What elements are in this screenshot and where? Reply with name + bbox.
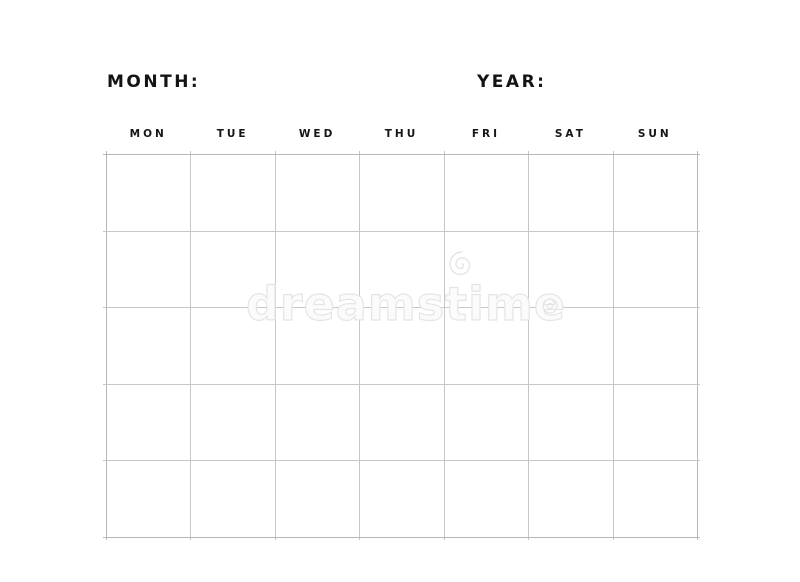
calendar-cell <box>359 154 443 231</box>
calendar-grid <box>106 154 697 537</box>
calendar-cell <box>359 384 443 461</box>
grid-vline <box>190 151 192 540</box>
calendar-cell <box>275 384 359 461</box>
calendar-cell <box>444 384 528 461</box>
calendar-cell <box>613 460 697 537</box>
calendar-cell <box>613 307 697 384</box>
grid-vline <box>443 151 445 540</box>
day-header-row: MON TUE WED THU FRI SAT SUN <box>106 128 697 146</box>
grid-vline <box>528 151 530 540</box>
year-label: YEAR: <box>477 72 547 92</box>
grid-hline <box>103 460 700 462</box>
day-header-mon: MON <box>129 128 167 140</box>
calendar-cell <box>528 460 612 537</box>
calendar-cell <box>613 384 697 461</box>
calendar-cell <box>275 231 359 308</box>
calendar-cell <box>444 307 528 384</box>
grid-hline <box>103 383 700 385</box>
calendar-cell <box>444 460 528 537</box>
calendar-cell <box>359 307 443 384</box>
grid-vline <box>612 151 614 540</box>
day-header-sat: SAT <box>554 128 586 140</box>
calendar-cell <box>613 231 697 308</box>
day-header-wed: WED <box>298 128 336 140</box>
grid-vline <box>274 151 276 540</box>
day-header-thu: THU <box>384 128 419 140</box>
grid-hline <box>103 230 700 232</box>
calendar-cell <box>444 231 528 308</box>
calendar-cell <box>190 460 274 537</box>
calendar-cell <box>106 154 190 231</box>
day-header-tue: TUE <box>216 128 249 140</box>
calendar-cell <box>275 154 359 231</box>
calendar-cell <box>275 460 359 537</box>
calendar-cell <box>444 154 528 231</box>
calendar-cell <box>528 154 612 231</box>
calendar-cell <box>190 154 274 231</box>
grid-vline <box>359 151 361 540</box>
grid-vline <box>697 151 698 540</box>
month-label: MONTH: <box>107 72 201 92</box>
day-header-sun: SUN <box>637 128 672 140</box>
calendar-cell <box>528 307 612 384</box>
grid-hline <box>103 154 700 155</box>
calendar-cell <box>106 460 190 537</box>
grid-vline <box>106 151 107 540</box>
day-header-fri: FRI <box>471 128 500 140</box>
calendar-cell <box>275 307 359 384</box>
calendar-cell <box>613 154 697 231</box>
calendar-cell <box>359 460 443 537</box>
calendar-cell <box>190 307 274 384</box>
calendar-cell <box>190 231 274 308</box>
grid-hline <box>103 307 700 309</box>
grid-hline <box>103 537 700 538</box>
calendar-cell <box>359 231 443 308</box>
calendar-cell <box>190 384 274 461</box>
calendar-cell <box>106 231 190 308</box>
calendar-cell <box>106 307 190 384</box>
calendar-cell <box>106 384 190 461</box>
calendar-cell <box>528 384 612 461</box>
calendar-cell <box>528 231 612 308</box>
